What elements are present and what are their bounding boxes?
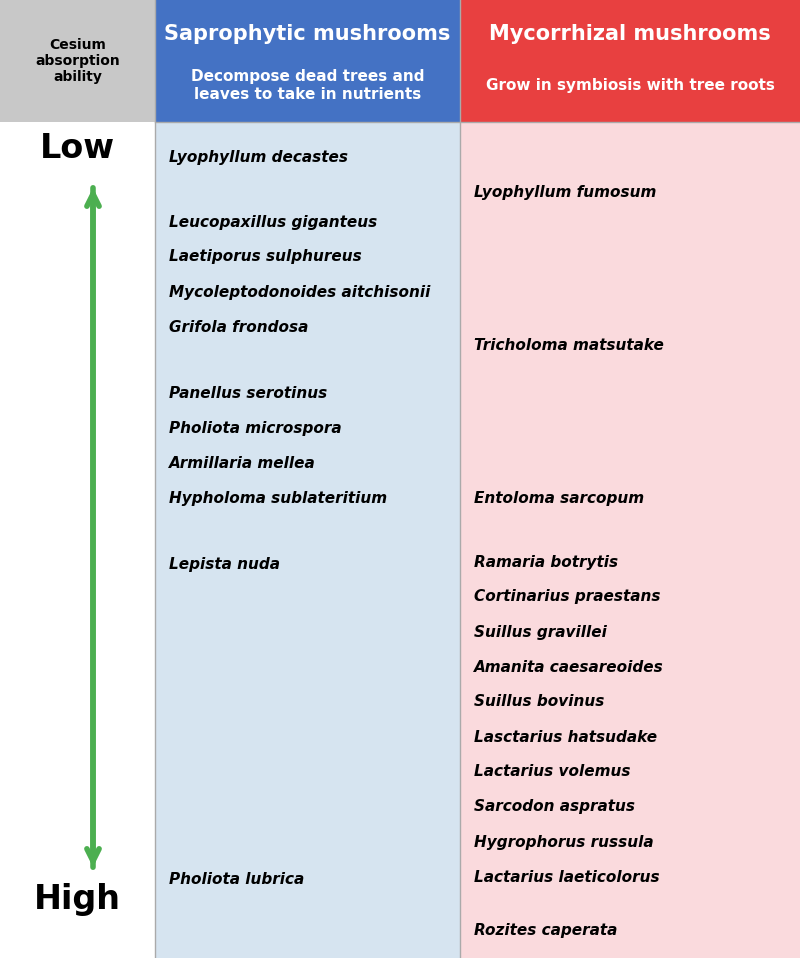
Text: Ramaria botrytis: Ramaria botrytis (474, 555, 618, 569)
Text: Decompose dead trees and
leaves to take in nutrients: Decompose dead trees and leaves to take … (190, 69, 424, 102)
Bar (460, 122, 800, 958)
Text: Low: Low (40, 131, 115, 165)
Text: Suillus bovinus: Suillus bovinus (474, 695, 604, 710)
Text: Pholiota microspora: Pholiota microspora (169, 421, 342, 436)
Text: Cortinarius praestans: Cortinarius praestans (474, 589, 661, 604)
Text: Mycorrhizal mushrooms: Mycorrhizal mushrooms (489, 24, 771, 44)
Text: Suillus gravillei: Suillus gravillei (474, 625, 607, 640)
Text: Lasctarius hatsudake: Lasctarius hatsudake (474, 729, 657, 744)
Text: Pholiota lubrica: Pholiota lubrica (169, 873, 304, 887)
Text: Armillaria mellea: Armillaria mellea (169, 455, 316, 470)
Text: Saprophytic mushrooms: Saprophytic mushrooms (164, 24, 450, 44)
Bar (155, 122, 460, 958)
Text: Panellus serotinus: Panellus serotinus (169, 385, 327, 400)
Text: Mycoleptodonoides aitchisonii: Mycoleptodonoides aitchisonii (169, 285, 430, 300)
Text: Grow in symbiosis with tree roots: Grow in symbiosis with tree roots (486, 78, 774, 93)
Text: Sarcodon aspratus: Sarcodon aspratus (474, 800, 635, 814)
Text: High: High (34, 883, 121, 917)
Bar (0, 122, 155, 958)
Text: Lyophyllum fumosum: Lyophyllum fumosum (474, 185, 656, 199)
Text: Grifola frondosa: Grifola frondosa (169, 320, 308, 334)
Text: Lactarius laeticolorus: Lactarius laeticolorus (474, 870, 660, 884)
Text: Amanita caesareoides: Amanita caesareoides (474, 659, 664, 674)
Text: Lyophyllum decastes: Lyophyllum decastes (169, 149, 348, 165)
Text: Entoloma sarcopum: Entoloma sarcopum (474, 490, 644, 506)
Text: Laetiporus sulphureus: Laetiporus sulphureus (169, 249, 362, 264)
Text: Lepista nuda: Lepista nuda (169, 557, 280, 572)
Text: Tricholoma matsutake: Tricholoma matsutake (474, 337, 664, 353)
Bar (460, 0, 800, 122)
Text: Leucopaxillus giganteus: Leucopaxillus giganteus (169, 215, 378, 230)
Bar (0, 0, 155, 122)
Text: Lactarius volemus: Lactarius volemus (474, 764, 630, 780)
Text: Hygrophorus russula: Hygrophorus russula (474, 834, 654, 850)
Bar (155, 0, 460, 122)
Text: Hypholoma sublateritium: Hypholoma sublateritium (169, 490, 387, 506)
Text: Rozites caperata: Rozites caperata (474, 923, 618, 938)
Text: Cesium
absorption
ability: Cesium absorption ability (35, 37, 120, 84)
